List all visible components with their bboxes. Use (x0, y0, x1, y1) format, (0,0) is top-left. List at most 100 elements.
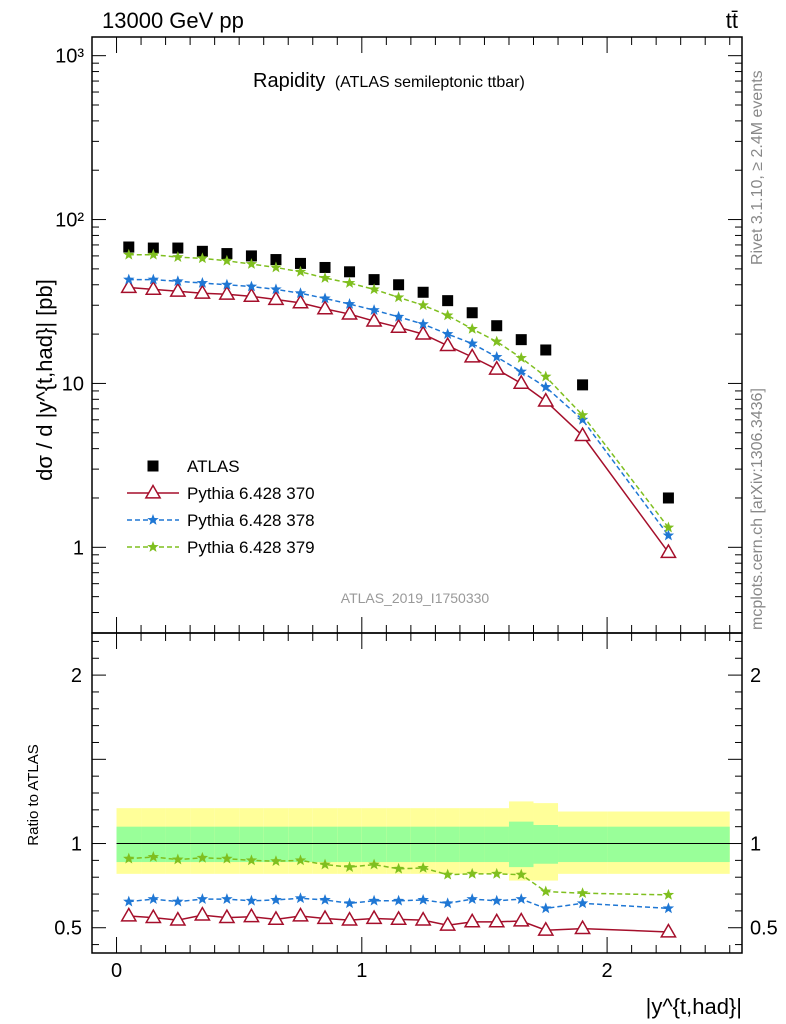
ratio-point-s1-9 (343, 897, 356, 909)
data-point-s1-2 (169, 282, 187, 297)
data-point-s3-5 (245, 258, 258, 269)
legend-marker-1 (144, 483, 162, 499)
data-point-s0-10 (368, 274, 380, 286)
series-line-3 (128, 253, 670, 529)
data-point-s1-19 (659, 543, 677, 559)
band-inner-bin (312, 826, 338, 863)
data-point-s0-8 (319, 261, 331, 273)
ratio-point-s2-12 (417, 861, 429, 873)
ratio-point-s1-15 (491, 894, 503, 906)
data-point-s1-0 (120, 278, 138, 294)
ratio-point-s2-13 (441, 868, 454, 880)
data-point-s2-16 (515, 365, 527, 377)
y-main-tick-label: 10³ (55, 46, 84, 68)
ratio-point-s1-2 (172, 895, 184, 907)
data-point-s0-15 (491, 320, 503, 332)
ratio-point-s2-15 (491, 867, 503, 879)
data-point-s1-5 (243, 287, 260, 302)
analysis-id: ATLAS_2019_I1750330 (341, 590, 490, 606)
ratio-point-s2-17 (540, 885, 552, 897)
ratio-point-s1-17 (540, 902, 552, 914)
y-main-tick-label: 1 (73, 537, 84, 559)
ratio-point-s1-19 (662, 902, 675, 914)
data-point-s2-0 (123, 273, 135, 285)
data-point-s3-7 (294, 265, 307, 277)
data-point-s2-11 (392, 310, 405, 322)
data-point-s2-9 (343, 298, 356, 309)
legend: ATLAS Pythia 6.428 370 Pythia 6.428 378 Pyt… (127, 457, 315, 557)
data-point-s1-6 (267, 290, 285, 306)
data-point-s3-14 (466, 322, 478, 334)
y-ratio-tick-label: 1 (71, 834, 82, 856)
ratio-point-s0-5 (243, 907, 260, 923)
data-point-s3-4 (221, 254, 233, 266)
data-point-s0-6 (270, 254, 282, 266)
ratio-point-s1-13 (441, 897, 454, 909)
data-point-s0-19 (662, 492, 674, 504)
band-inner-bin (508, 821, 534, 868)
ratio-point-s0-2 (169, 911, 187, 926)
data-point-s0-18 (577, 379, 589, 391)
ratio-point-s0-9 (341, 911, 358, 926)
ratio-point-s0-8 (316, 909, 334, 925)
data-point-s0-7 (294, 257, 306, 269)
data-point-s0-12 (417, 286, 429, 298)
legend-label-1: Pythia 6.428 370 (187, 484, 315, 503)
ratio-point-s0-19 (659, 922, 677, 938)
ratio-point-s1-5 (245, 894, 258, 906)
band-inner-bin (435, 826, 460, 863)
ratio-point-s1-6 (270, 893, 282, 905)
data-point-s2-8 (319, 292, 331, 304)
data-point-s1-1 (144, 280, 162, 295)
plot-title-main: Rapidity (253, 70, 325, 92)
ratio-point-s2-19 (662, 888, 675, 900)
x-tick-label: 0 (111, 960, 122, 982)
ratio-point-s0-11 (390, 910, 408, 925)
data-point-s0-9 (344, 266, 356, 278)
data-point-s2-14 (466, 337, 478, 349)
ratio-point-s0-3 (193, 906, 211, 921)
y-axis-label-main: dσ / d |y^{t,had}| [pb] (32, 279, 57, 481)
data-point-s2-2 (172, 275, 184, 287)
ratio-point-s2-0 (123, 852, 135, 864)
data-point-s2-7 (294, 287, 307, 299)
data-point-s2-19 (662, 529, 675, 541)
ratio-point-s0-7 (292, 906, 309, 922)
x-tick-label: 2 (602, 960, 613, 982)
ratio-point-s0-4 (218, 908, 236, 924)
data-point-s3-1 (147, 248, 160, 260)
y-ratio-tick-label-right: 1 (750, 834, 761, 856)
band-inner-bin (607, 826, 730, 863)
data-point-s1-7 (292, 293, 309, 309)
ratio-point-s1-3 (196, 893, 209, 904)
plot-title: Rapidity (ATLAS semileptonic ttbar) (253, 70, 525, 92)
ratio-point-s0-16 (512, 911, 530, 927)
ratio-point-s0-14 (463, 912, 481, 928)
ratio-point-s2-8 (319, 858, 331, 870)
ratio-point-s0-18 (574, 919, 591, 935)
data-point-s2-4 (221, 278, 233, 290)
y-ratio-tick-label-right: 2 (750, 665, 761, 687)
ratio-point-s2-1 (147, 851, 160, 862)
ratio-point-s0-13 (439, 916, 457, 931)
legend-marker-2 (147, 514, 159, 525)
data-point-s3-3 (196, 252, 209, 264)
data-point-s3-16 (515, 351, 527, 363)
band-inner-bin (459, 826, 485, 863)
y-axis-label-ratio: Ratio to ATLAS (25, 744, 42, 845)
data-point-s1-11 (390, 318, 408, 333)
band-inner-bin (533, 825, 559, 864)
ratio-point-s1-11 (392, 894, 405, 906)
data-point-s0-11 (393, 279, 405, 291)
axis-ticks (92, 37, 742, 953)
data-point-s2-17 (540, 381, 552, 392)
data-point-s1-8 (316, 299, 334, 315)
x-axis-label: |y^{t,had}| (646, 994, 742, 1019)
data-point-s1-3 (193, 284, 211, 299)
data-point-s0-14 (466, 307, 478, 319)
ratio-point-s1-8 (319, 893, 331, 905)
data-point-s3-17 (540, 370, 552, 382)
data-point-s1-15 (488, 360, 506, 375)
data-point-s2-5 (245, 280, 258, 292)
mcplots-label: mcplots.cern.ch [arXiv:1306.3436] (749, 388, 766, 630)
